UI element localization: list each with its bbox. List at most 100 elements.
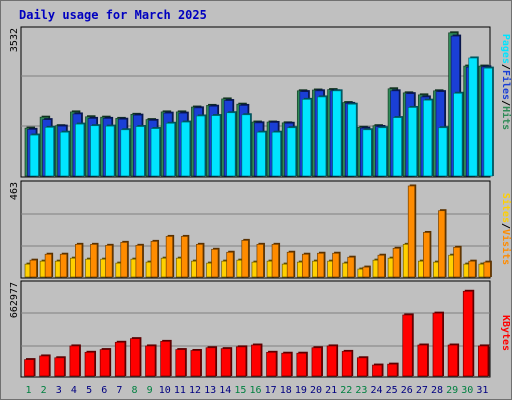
pages-bar xyxy=(90,125,100,177)
x-tick-label: 10 xyxy=(159,385,171,396)
kbytes-bar xyxy=(114,341,126,377)
x-tick-label: 23 xyxy=(355,385,367,396)
kbytes-bar xyxy=(84,351,95,377)
visits-bar xyxy=(362,266,370,278)
x-tick-label: 31 xyxy=(476,385,488,396)
visits-bar xyxy=(59,253,68,278)
legend-kbytes: KBytes xyxy=(500,315,511,351)
kbytes-bar xyxy=(372,364,383,377)
x-tick-label: 20 xyxy=(310,385,322,396)
pages-bar xyxy=(362,129,372,177)
pages-bar xyxy=(453,92,463,177)
pages-bar xyxy=(180,121,191,177)
kbytes-bar xyxy=(130,338,141,377)
x-tick-label: 27 xyxy=(416,385,428,396)
x-tick-label: 25 xyxy=(386,385,398,396)
pages-bar xyxy=(286,127,297,177)
visits-bar xyxy=(44,253,52,278)
visits-bar xyxy=(75,244,83,278)
visits-bar xyxy=(423,232,431,278)
pages-bar xyxy=(256,131,266,177)
x-tick-label: 14 xyxy=(219,385,231,396)
pages-bar xyxy=(105,125,115,177)
x-tick-label: 21 xyxy=(325,385,337,396)
pages-bar xyxy=(226,112,236,177)
chart-title: Daily usage for March 2025 xyxy=(19,8,207,22)
x-tick-label: 2 xyxy=(41,385,47,396)
visits-bar xyxy=(180,236,189,278)
pages-bar xyxy=(468,57,478,177)
pages-bar xyxy=(332,90,342,177)
visits-bar xyxy=(226,251,234,278)
kbytes-bar xyxy=(39,355,50,377)
kbytes-bar xyxy=(326,345,337,377)
visits-bar xyxy=(347,256,355,278)
pages-bar xyxy=(483,67,493,177)
visits-bar xyxy=(90,244,98,278)
pages-bar xyxy=(150,128,160,177)
pages-bar xyxy=(59,131,70,177)
pages-bar xyxy=(165,122,176,177)
visits-bar xyxy=(241,240,249,278)
x-tick-label: 30 xyxy=(461,385,473,396)
x-tick-label: 4 xyxy=(71,385,77,396)
legend-pages: Pages xyxy=(500,34,511,64)
pages-bar xyxy=(438,127,448,177)
visits-bar xyxy=(438,210,446,278)
kbytes-bar xyxy=(24,359,35,377)
y-tick-label: 662977 xyxy=(9,282,20,318)
x-tick-label: 26 xyxy=(401,385,413,396)
kbytes-bar xyxy=(447,344,458,377)
visits-bar xyxy=(150,241,158,278)
pages-bar xyxy=(317,96,327,177)
kbytes-bar xyxy=(251,344,262,377)
pages-bar xyxy=(120,129,130,177)
visits-bar xyxy=(377,254,385,278)
x-tick-label: 29 xyxy=(446,385,458,396)
kbytes-bar xyxy=(205,347,216,377)
legend-files: Files xyxy=(500,70,512,100)
kbytes-bar xyxy=(417,344,428,377)
kbytes-bar xyxy=(190,350,201,377)
kbytes-bar xyxy=(99,349,110,377)
visits-bar xyxy=(271,244,279,278)
legend-separator: / xyxy=(500,100,511,106)
pages-bar xyxy=(211,115,221,177)
pages-bar xyxy=(135,126,145,177)
legend-hits-files-pages: Pages/Files/Hits xyxy=(500,34,512,130)
kbytes-bar xyxy=(296,352,307,377)
visits-bar xyxy=(165,236,174,278)
visits-bar xyxy=(135,244,143,278)
x-tick-label: 24 xyxy=(371,385,383,396)
legend-separator: / xyxy=(500,64,511,70)
visits-bar xyxy=(468,260,476,278)
x-tick-label: 18 xyxy=(280,385,292,396)
visits-bar xyxy=(483,261,491,278)
visits-bar xyxy=(317,252,325,278)
kbytes-bar xyxy=(356,357,368,377)
visits-bar xyxy=(453,246,461,278)
visits-bar xyxy=(392,247,400,278)
legend-hits: Hits xyxy=(500,106,512,130)
kbytes-bar xyxy=(235,346,247,377)
x-tick-label: 15 xyxy=(234,385,246,396)
pages-bar xyxy=(29,134,39,177)
x-tick-label: 22 xyxy=(340,385,352,396)
pages-bar xyxy=(44,126,54,177)
x-tick-label: 28 xyxy=(431,385,443,396)
x-tick-label: 13 xyxy=(204,385,216,396)
x-tick-label: 12 xyxy=(189,385,201,396)
visits-bar xyxy=(211,248,219,278)
pages-bar xyxy=(271,131,281,177)
x-tick-label: 5 xyxy=(86,385,92,396)
kbytes-bar xyxy=(341,351,353,377)
legend-sites-visits: Sites/Visits xyxy=(500,193,512,265)
kbytes-bar xyxy=(69,345,80,377)
y-tick-label: 463 xyxy=(9,182,20,200)
pages-bar xyxy=(392,117,402,177)
x-tick-label: 3 xyxy=(56,385,62,396)
x-tick-label: 7 xyxy=(116,385,122,396)
legend-sites: Sites xyxy=(500,193,512,223)
legend-separator: / xyxy=(500,223,511,229)
pages-bar xyxy=(196,115,206,177)
